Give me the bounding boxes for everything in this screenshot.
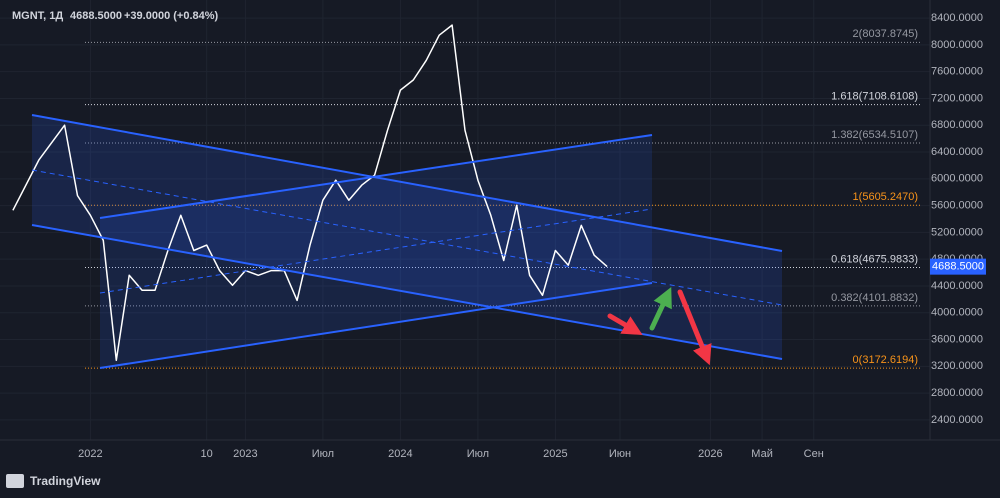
channel-lines xyxy=(31,114,783,369)
symbol: MGNT, 1Д xyxy=(12,10,63,22)
arrows xyxy=(607,286,712,366)
fib-label: 2(8037.8745) xyxy=(853,28,918,40)
x-tick-label: Июн xyxy=(609,448,631,460)
x-tick-label: Сен xyxy=(804,448,824,460)
logo-icon xyxy=(6,474,24,488)
arrow xyxy=(649,286,672,331)
price: 4688.5000 xyxy=(70,10,122,22)
x-tick-label: 2024 xyxy=(388,448,412,460)
channel-line xyxy=(99,134,653,219)
fib-label: 1(5605.2470) xyxy=(853,191,918,203)
price-line xyxy=(12,24,608,362)
y-tick-label: 2800.0000 xyxy=(931,387,983,399)
y-tick-label: 6000.0000 xyxy=(931,173,983,185)
x-tick-label: 2025 xyxy=(543,448,567,460)
x-tick-label: Июл xyxy=(467,448,489,460)
fib-label: 1.382(6534.5107) xyxy=(831,129,918,141)
y-tick-label: 2400.0000 xyxy=(931,414,983,426)
x-tick-label: 10 xyxy=(201,448,213,460)
x-tick-label: 2022 xyxy=(78,448,102,460)
channel-mid xyxy=(31,169,783,306)
arrow xyxy=(607,313,643,336)
brand: TradingView xyxy=(30,474,101,488)
arrow xyxy=(677,289,712,366)
channel-line xyxy=(31,114,783,252)
y-tick-label: 5200.0000 xyxy=(931,226,983,238)
x-tick-label: Июл xyxy=(312,448,334,460)
fib-label: 0.618(4675.9833) xyxy=(831,253,918,265)
fib-label: 0.382(4101.8832) xyxy=(831,292,918,304)
channel-line xyxy=(99,282,653,369)
y-tick-label: 5600.0000 xyxy=(931,200,983,212)
x-tick-label: 2026 xyxy=(698,448,722,460)
last-price-label: 4688.5000 xyxy=(932,261,984,273)
x-tick-label: 2023 xyxy=(233,448,257,460)
y-tick-label: 7200.0000 xyxy=(931,92,983,104)
plot xyxy=(12,24,608,362)
y-tick-label: 3600.0000 xyxy=(931,333,983,345)
y-tick-label: 7600.0000 xyxy=(931,66,983,78)
change: +39.0000 (+0.84%) xyxy=(124,10,219,22)
y-tick-label: 6400.0000 xyxy=(931,146,983,158)
y-tick-label: 8000.0000 xyxy=(931,39,983,51)
y-tick-label: 6800.0000 xyxy=(931,119,983,131)
x-tick-label: Май xyxy=(751,448,773,460)
fib-label: 0(3172.6194) xyxy=(853,354,918,366)
y-tick-label: 8400.0000 xyxy=(931,12,983,24)
y-tick-label: 4000.0000 xyxy=(931,307,983,319)
channel-line xyxy=(31,224,783,360)
channel-mid xyxy=(99,208,653,294)
fib-label: 1.618(7108.6108) xyxy=(831,90,918,102)
last-price-box xyxy=(930,258,986,275)
grid xyxy=(0,0,930,440)
y-tick-label: 4400.0000 xyxy=(931,280,983,292)
y-tick-label: 3200.0000 xyxy=(931,360,983,372)
